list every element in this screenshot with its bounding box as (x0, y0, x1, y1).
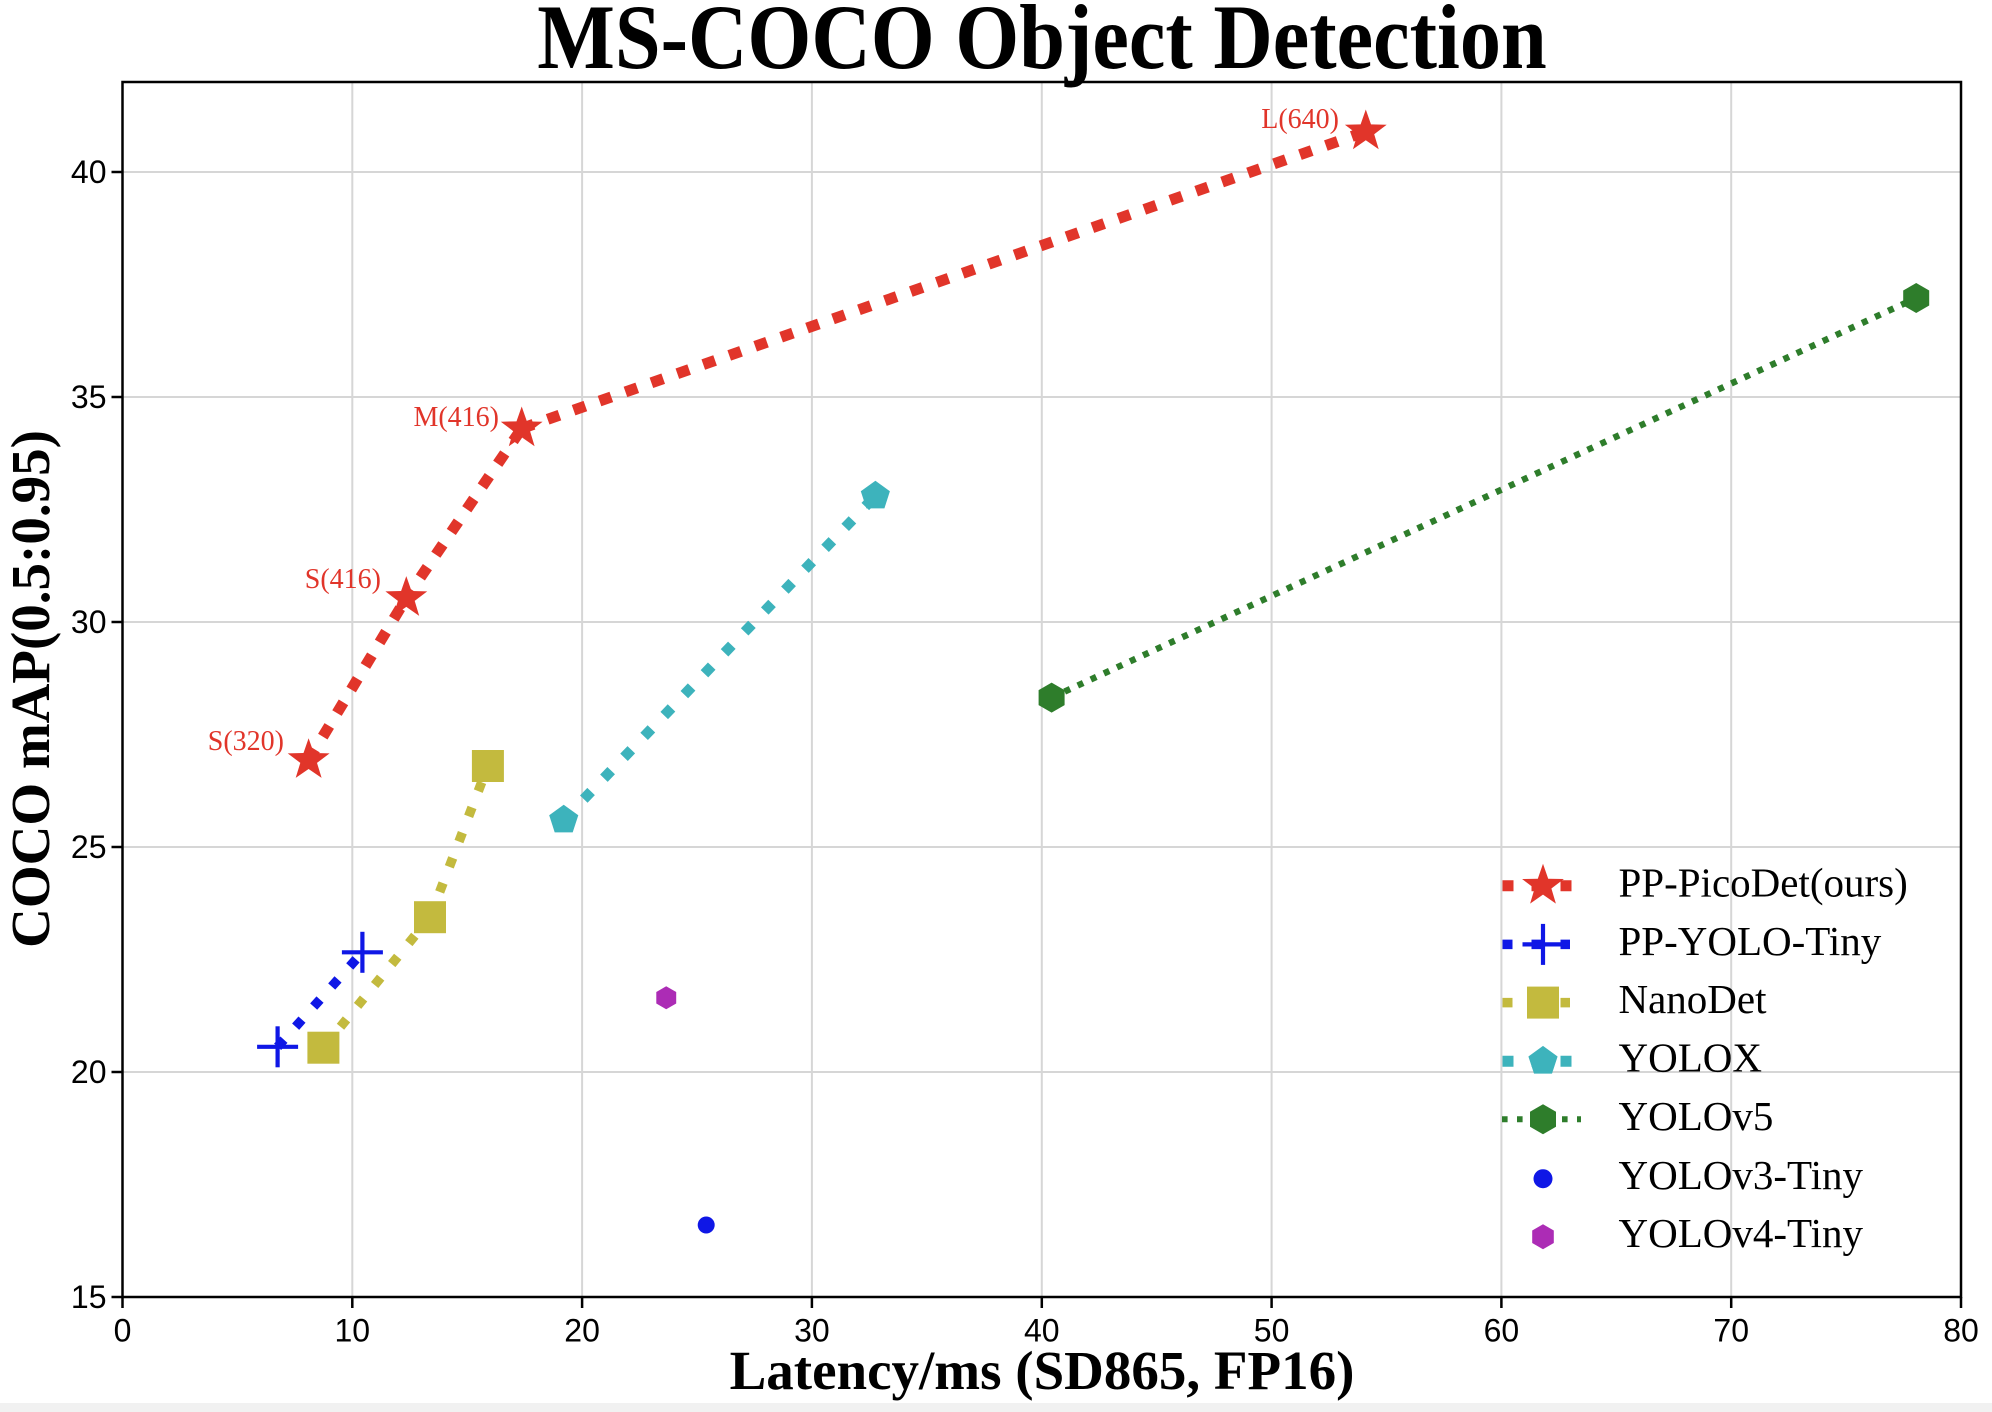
svg-text:35: 35 (71, 379, 107, 415)
svg-text:30: 30 (794, 1313, 830, 1349)
svg-text:NanoDet: NanoDet (1619, 976, 1768, 1022)
svg-text:60: 60 (1484, 1313, 1520, 1349)
svg-text:50: 50 (1254, 1313, 1290, 1349)
svg-text:S(416): S(416) (305, 564, 381, 595)
svg-text:YOLOv4-Tiny: YOLOv4-Tiny (1619, 1210, 1864, 1256)
svg-text:PP-PicoDet(ours): PP-PicoDet(ours) (1619, 859, 1908, 905)
svg-text:40: 40 (1024, 1313, 1060, 1349)
svg-text:S(320): S(320) (208, 726, 284, 757)
svg-text:L(640): L(640) (1261, 104, 1339, 135)
svg-text:25: 25 (71, 829, 107, 865)
svg-text:20: 20 (71, 1054, 107, 1090)
svg-text:PP-YOLO-Tiny: PP-YOLO-Tiny (1619, 918, 1882, 964)
svg-text:0: 0 (114, 1313, 132, 1349)
svg-text:YOLOv5: YOLOv5 (1619, 1093, 1774, 1139)
svg-text:20: 20 (564, 1313, 600, 1349)
svg-text:15: 15 (71, 1279, 107, 1315)
svg-text:10: 10 (335, 1313, 371, 1349)
svg-text:40: 40 (71, 154, 107, 190)
svg-text:80: 80 (1943, 1313, 1979, 1349)
svg-text:M(416): M(416) (413, 402, 499, 433)
svg-text:MS-COCO Object Detection: MS-COCO Object Detection (537, 0, 1546, 88)
svg-text:70: 70 (1713, 1313, 1749, 1349)
svg-text:Latency/ms (SD865, FP16): Latency/ms (SD865, FP16) (730, 1340, 1355, 1401)
svg-text:YOLOX: YOLOX (1619, 1035, 1762, 1081)
svg-text:30: 30 (71, 604, 107, 640)
svg-text:YOLOv3-Tiny: YOLOv3-Tiny (1619, 1152, 1864, 1198)
svg-text:COCO mAP(0.5:0.95): COCO mAP(0.5:0.95) (0, 430, 61, 948)
